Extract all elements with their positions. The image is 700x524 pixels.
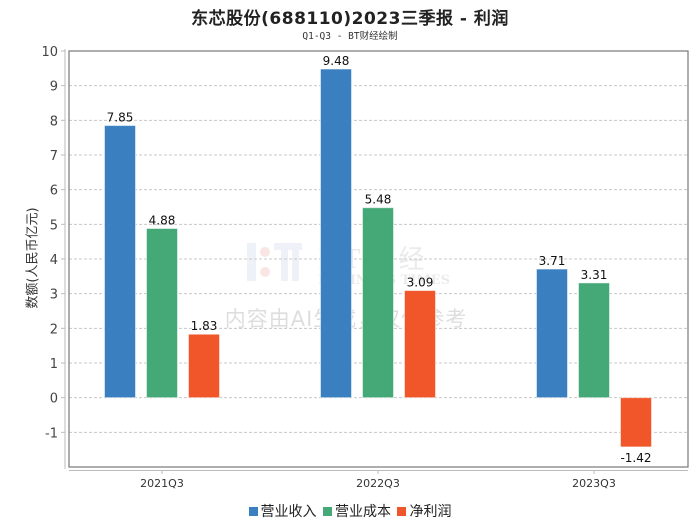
- y-tick-label: 6: [50, 184, 58, 199]
- y-tick-label: 1: [50, 357, 58, 372]
- legend-label-net-profit: 净利润: [409, 504, 452, 520]
- bar[interactable]: [104, 125, 136, 399]
- data-label: 3.09: [407, 276, 434, 290]
- chart-title: 东芯股份(688110)2023三季报 - 利润: [191, 9, 509, 29]
- x-tick-label: 2021Q3: [140, 477, 184, 490]
- legend-item-net-profit[interactable]: 净利润: [397, 501, 451, 521]
- data-label: 4.88: [149, 213, 176, 227]
- bar[interactable]: [404, 290, 436, 399]
- plot-border: [68, 50, 689, 468]
- data-label: 5.48: [365, 193, 392, 207]
- bar[interactable]: [536, 268, 568, 399]
- legend: 营业收入 营业成本 净利润: [0, 501, 700, 521]
- legend-label-cost: 营业成本: [335, 504, 391, 520]
- data-label: 7.85: [107, 111, 134, 125]
- bar[interactable]: [188, 333, 220, 399]
- legend-item-cost[interactable]: 营业成本: [323, 501, 391, 521]
- y-tick-label: 9: [50, 80, 58, 95]
- bar[interactable]: [620, 397, 652, 448]
- y-tick-label: 0: [50, 392, 58, 407]
- bar[interactable]: [146, 227, 178, 399]
- y-tick-label: 3: [50, 288, 58, 303]
- data-labels: 7.85 4.88 1.83 9.48 5.48 3.09 3.71 3.31 -1.42: [107, 54, 652, 465]
- legend-label-revenue: 营业收入: [260, 504, 317, 520]
- y-tick-label: 8: [50, 114, 58, 129]
- axes: -1 0 1 2 3 4 5 6 7 8 9 10 2021Q3 2022Q3 2023Q3: [41, 45, 689, 490]
- bars: [104, 68, 652, 448]
- x-tick-label: 2023Q3: [572, 477, 616, 490]
- chart-subtitle: Q1-Q3 - BT财经绘制: [302, 31, 398, 42]
- data-label: -1.42: [620, 451, 651, 465]
- y-tick-label: 2: [50, 322, 58, 337]
- y-tick-label: 4: [50, 253, 58, 268]
- bar[interactable]: [362, 207, 394, 399]
- legend-swatch-net-profit: [397, 507, 407, 516]
- y-tick-label: 7: [50, 149, 58, 164]
- legend-swatch-revenue: [248, 507, 258, 516]
- y-axis-label: 数额(人民币亿元): [25, 207, 41, 309]
- data-label: 9.48: [323, 54, 350, 68]
- legend-swatch-cost: [323, 507, 332, 516]
- data-label: 3.71: [539, 254, 566, 268]
- legend-item-revenue[interactable]: 营业收入: [248, 501, 317, 521]
- y-tick-label: 5: [50, 218, 58, 233]
- y-tick-label: -1: [45, 426, 58, 441]
- x-tick-label: 2022Q3: [356, 477, 400, 490]
- bar[interactable]: [320, 68, 352, 399]
- data-label: 1.83: [191, 319, 218, 333]
- y-tick-label: 10: [41, 45, 58, 60]
- bar[interactable]: [578, 282, 610, 399]
- data-label: 3.31: [581, 268, 608, 282]
